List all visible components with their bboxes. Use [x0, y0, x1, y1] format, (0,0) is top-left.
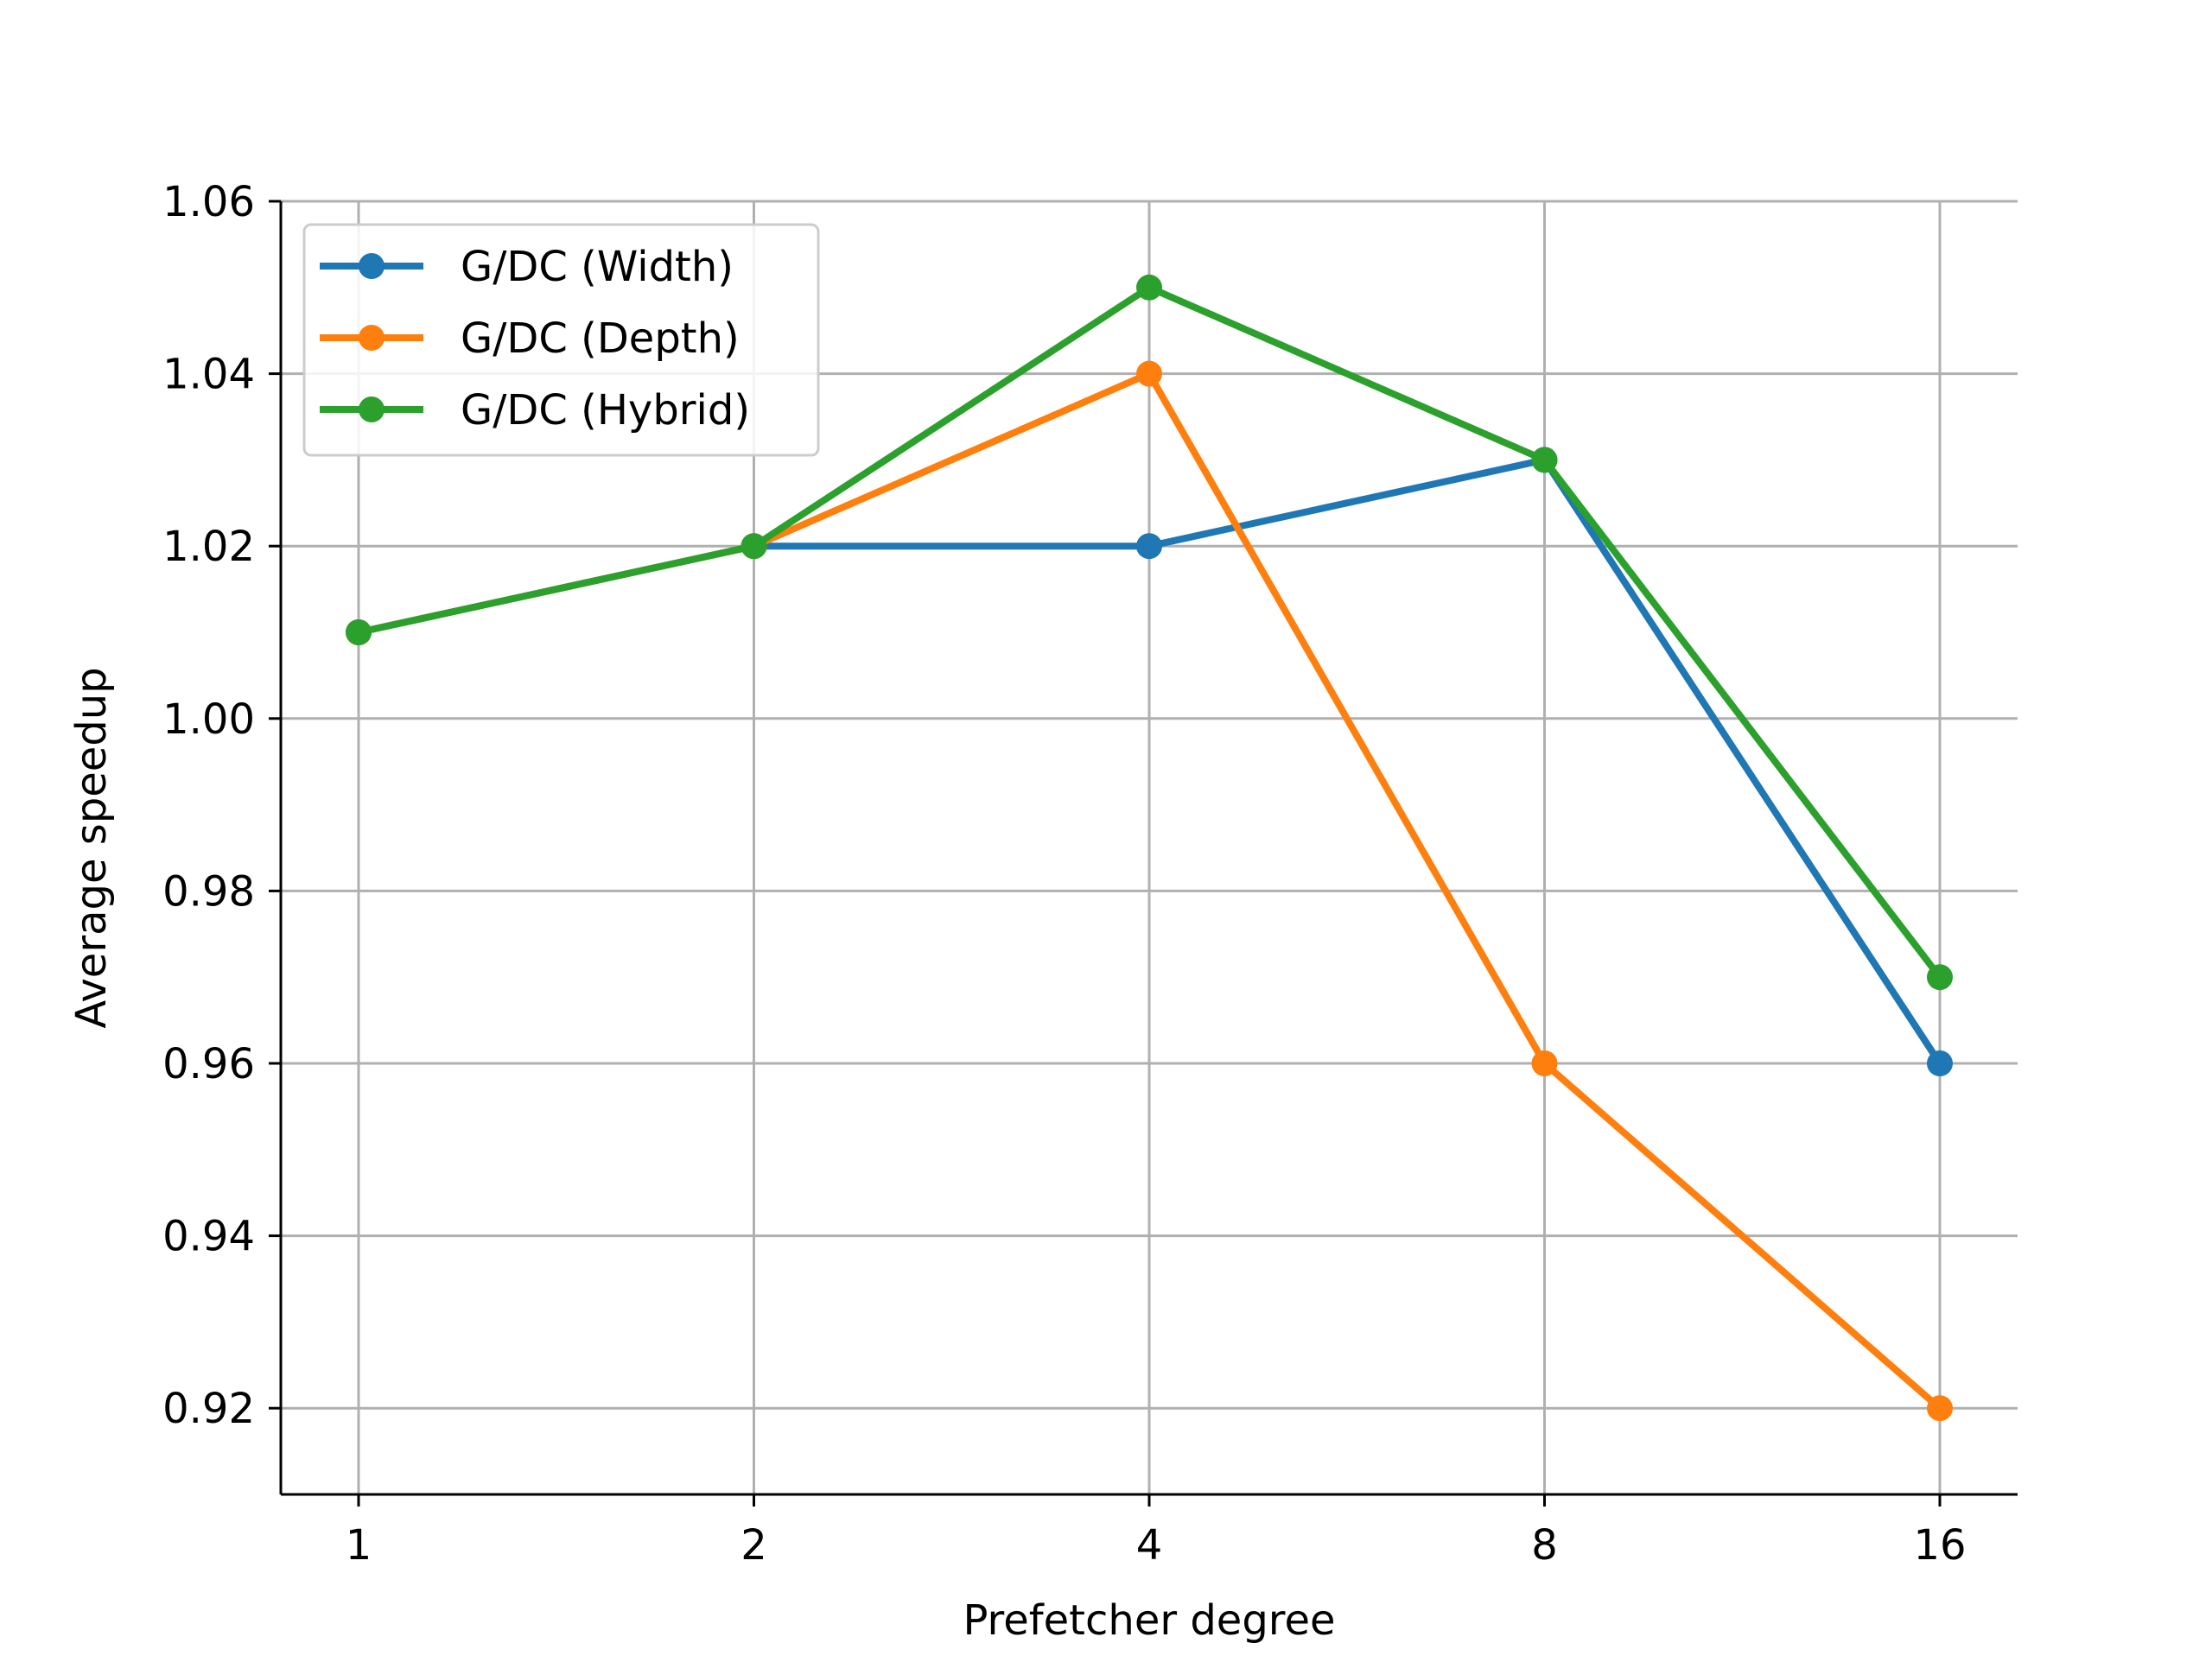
data-point — [1927, 1050, 1953, 1076]
data-point — [1531, 447, 1558, 473]
y-tick-label: 0.96 — [162, 1040, 255, 1088]
y-tick-label: 0.92 — [162, 1385, 255, 1433]
legend-marker — [359, 325, 385, 351]
legend-box — [302, 223, 820, 457]
legend-item: G/DC (Hybrid) — [320, 386, 750, 435]
y-tick-label: 1.04 — [162, 351, 255, 399]
axes — [269, 200, 2018, 1507]
x-axis-title: Prefetcher degree — [963, 1596, 1335, 1645]
x-tick-label: 8 — [1531, 1521, 1558, 1570]
y-tick-label: 1.00 — [162, 695, 255, 744]
legend-label: G/DC (Width) — [461, 243, 734, 291]
y-tick-label: 0.98 — [162, 867, 255, 916]
legend-label: G/DC (Depth) — [461, 314, 740, 363]
data-point — [1136, 274, 1162, 301]
x-tick-label: 16 — [1913, 1521, 1966, 1570]
series-g-dc-hybrid — [346, 274, 1953, 991]
legend: G/DC (Width) G/DC (Depth) G/DC (Hybrid) — [302, 223, 820, 457]
data-point — [1136, 360, 1162, 387]
legend-marker — [359, 396, 385, 422]
data-point — [1531, 1050, 1558, 1076]
tick-labels: 1 2 4 8 16 0.92 0.94 0.96 0.98 1.00 1.02 1.04 1.06 — [162, 178, 1966, 1570]
x-tick-label: 2 — [741, 1521, 767, 1570]
legend-item: G/DC (Depth) — [320, 314, 740, 363]
y-tick-label: 1.06 — [162, 178, 255, 226]
y-tick-label: 0.94 — [162, 1213, 255, 1261]
legend-marker — [359, 253, 385, 279]
data-point — [1927, 964, 1953, 991]
data-point — [741, 533, 767, 560]
legend-item: G/DC (Width) — [320, 243, 734, 291]
legend-label: G/DC (Hybrid) — [461, 386, 750, 435]
x-tick-label: 4 — [1136, 1521, 1163, 1570]
series-layer — [346, 274, 1953, 1422]
data-point — [1136, 533, 1162, 560]
y-tick-label: 1.02 — [162, 523, 255, 571]
y-axis-title: Average speedup — [67, 667, 116, 1028]
data-point — [346, 619, 372, 645]
data-point — [1927, 1395, 1953, 1422]
x-tick-label: 1 — [346, 1521, 372, 1570]
